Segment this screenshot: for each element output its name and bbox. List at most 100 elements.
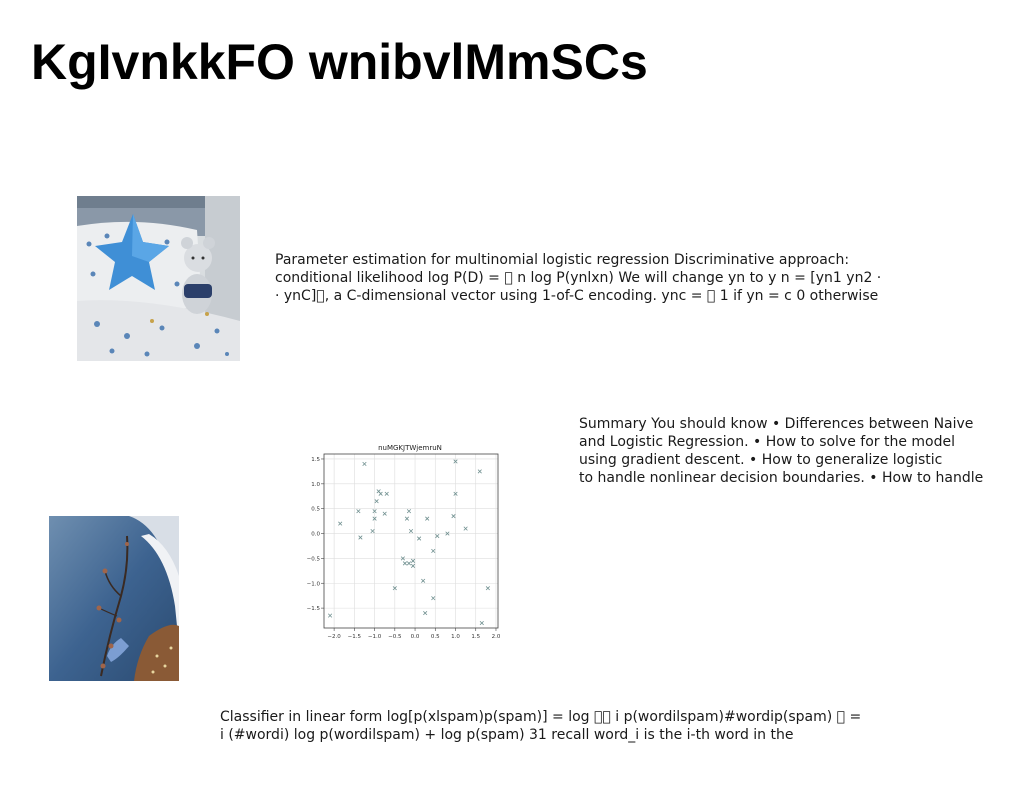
x-tick-label: −0.5 <box>388 634 402 640</box>
scatter-point <box>384 491 389 496</box>
x-tick-label: 1.0 <box>451 634 460 640</box>
scatter-point <box>327 613 333 618</box>
text-line: Classifier in linear form log[p(xlspam)p… <box>220 709 862 725</box>
text-line: Summary You should know • Differences be… <box>579 416 974 432</box>
scatter-point <box>421 578 426 583</box>
scatter-point-stroke <box>400 556 405 561</box>
scatter-point-stroke <box>410 558 416 563</box>
scatter-point <box>408 528 414 534</box>
scatter-point-stroke <box>372 509 377 514</box>
text-block-classifier: Classifier in linear form log[p(xlspam)p… <box>220 708 861 744</box>
x-tick-label: 0.0 <box>411 634 420 640</box>
scatter-point <box>382 511 387 516</box>
scatter-point-stroke <box>445 531 450 536</box>
scatter-point <box>425 516 430 521</box>
scatter-point-stroke <box>417 536 422 541</box>
scatter-chart-svg: nuMGKJTWjemruN −2.0 −1.5 −1.0 −0.5 0.0 0.5 1.0… <box>307 444 501 640</box>
scatter-point-stroke <box>327 613 333 618</box>
scatter-point-stroke <box>370 528 375 534</box>
y-tick-label: 0.5 <box>311 507 320 513</box>
scatter-point <box>402 561 408 566</box>
scatter-point-stroke <box>376 489 381 494</box>
scatter-point-stroke <box>358 535 363 540</box>
scatter-point <box>417 536 422 541</box>
scatter-point <box>372 509 377 514</box>
y-tick-label: 1.5 <box>311 457 320 463</box>
scatter-point <box>453 491 458 496</box>
scatter-point-stroke <box>431 548 436 554</box>
scatter-point <box>404 516 410 521</box>
scatter-point <box>477 469 482 474</box>
scatter-point-stroke <box>374 499 379 504</box>
y-tick-label: −0.5 <box>307 556 321 562</box>
scatter-point <box>406 561 412 566</box>
scatter-point <box>435 533 440 539</box>
x-tick-label: −1.0 <box>368 634 382 640</box>
text-line: Parameter estimation for multinomial log… <box>275 252 850 268</box>
scatter-point-stroke <box>402 561 408 566</box>
scatter-point-stroke <box>453 459 458 464</box>
scatter-point <box>370 528 375 534</box>
scatter-point-stroke <box>408 528 414 534</box>
scatter-point-stroke <box>392 586 397 591</box>
scatter-point-stroke <box>382 511 387 516</box>
text-line: conditional likelihood log P(D) =   n lo… <box>275 270 882 286</box>
scatter-point <box>410 563 416 568</box>
x-tick-label: 0.5 <box>431 634 440 640</box>
text-line: · ynC] , a C-dimensional vector using 1-… <box>275 288 879 304</box>
scatter-point-stroke <box>431 596 436 601</box>
scatter-point-stroke <box>451 514 456 519</box>
scatter-point-stroke <box>463 526 468 531</box>
scatter-point-stroke <box>425 516 430 521</box>
scatter-point-stroke <box>362 461 367 467</box>
scatter-point-stroke <box>435 533 440 539</box>
scatter-point-stroke <box>338 521 343 526</box>
scatter-point-stroke <box>406 561 412 566</box>
scatter-point <box>406 509 412 514</box>
scatter-point-stroke <box>384 491 389 496</box>
scatter-point <box>372 516 377 521</box>
scatter-point <box>358 535 363 540</box>
y-tick-label: 0.0 <box>311 532 320 538</box>
scatter-point-stroke <box>477 469 482 474</box>
scatter-point <box>479 620 484 626</box>
x-tick-label: −1.5 <box>348 634 362 640</box>
scatter-point <box>431 596 436 601</box>
scatter-point-stroke <box>453 491 458 496</box>
scatter-point-stroke <box>404 516 410 521</box>
scatter-point <box>453 459 458 464</box>
text-block-logistic-regression: Parameter estimation for multinomial log… <box>275 251 881 305</box>
scatter-point-stroke <box>378 491 383 496</box>
chart-title: nuMGKJTWjemruN <box>378 444 442 452</box>
scatter-point <box>431 548 436 554</box>
scatter-point-stroke <box>421 578 426 583</box>
text-line: and Logistic Regression. • How to solve … <box>579 434 956 450</box>
scatter-point-stroke <box>356 509 361 514</box>
scatter-point <box>410 558 416 563</box>
scatter-point <box>374 499 379 504</box>
branch-photo <box>49 516 179 681</box>
scatter-point <box>445 531 450 536</box>
plot-frame <box>323 453 499 629</box>
text-block-summary: Summary You should know • Differences be… <box>579 415 983 487</box>
text-line: using gradient descent. • How to general… <box>579 452 943 468</box>
scatter-point-stroke <box>410 563 416 568</box>
scatter-chart: nuMGKJTWjemruN −2.0 −1.5 −1.0 −0.5 0.0 0.5 1.0… <box>300 436 510 644</box>
scatter-point-stroke <box>372 516 377 521</box>
x-tick-label: 1.5 <box>471 634 480 640</box>
scatter-point <box>338 521 343 526</box>
scatter-point <box>378 491 383 496</box>
y-tick-label: 1.0 <box>311 482 320 488</box>
scatter-point <box>423 611 428 616</box>
scatter-point <box>451 514 456 519</box>
scatter-point <box>392 586 397 591</box>
slide-title: KgIvnkkFO wnibvlMmSCs <box>31 34 648 90</box>
x-tick-label: −2.0 <box>327 634 341 640</box>
text-line: to handle nonlinear decision boundaries.… <box>579 470 984 486</box>
y-tick-label: −1.0 <box>307 581 321 587</box>
pillow-photo-graphic <box>77 196 240 361</box>
scatter-point-stroke <box>485 586 490 591</box>
scatter-point-stroke <box>423 611 428 616</box>
text-line: i (#wordi) log p(wordilspam) + log p(spa… <box>220 727 794 743</box>
scatter-point <box>400 556 405 561</box>
